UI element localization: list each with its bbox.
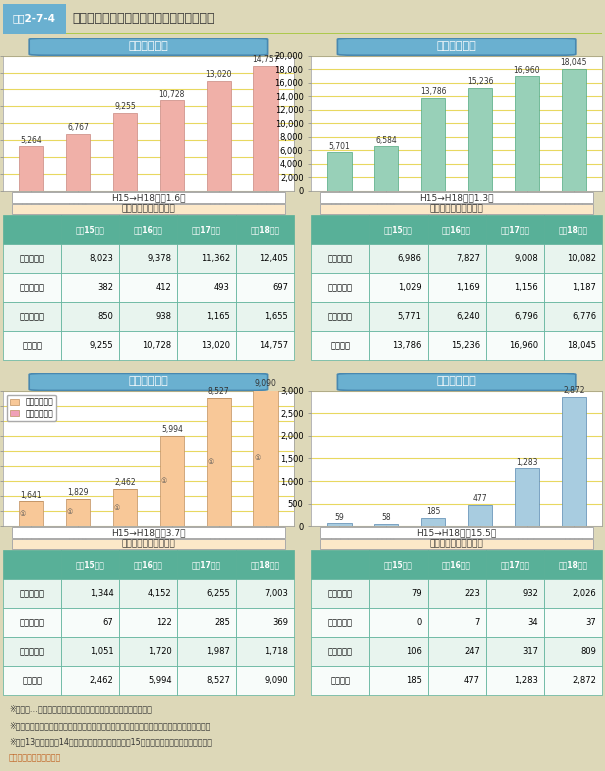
Text: 6,584: 6,584 bbox=[375, 136, 397, 145]
Text: 10,728: 10,728 bbox=[159, 89, 185, 99]
FancyBboxPatch shape bbox=[320, 539, 594, 550]
Text: 8,527: 8,527 bbox=[208, 387, 229, 396]
FancyBboxPatch shape bbox=[320, 527, 594, 538]
Text: H15→H18　約1.6倍: H15→H18 約1.6倍 bbox=[111, 193, 186, 202]
Text: （出典）文部科学省調べ: （出典）文部科学省調べ bbox=[9, 753, 61, 763]
Bar bbox=[421, 98, 445, 191]
Text: 特許出願件数: 特許出願件数 bbox=[128, 376, 168, 386]
Text: 58: 58 bbox=[381, 513, 391, 522]
Bar bbox=[515, 76, 539, 191]
FancyBboxPatch shape bbox=[3, 4, 66, 34]
Text: 185: 185 bbox=[426, 507, 440, 516]
Text: 59: 59 bbox=[335, 513, 344, 522]
Bar bbox=[374, 524, 399, 526]
Text: ①: ① bbox=[208, 459, 214, 465]
Text: 大学等の受託研究件数: 大学等の受託研究件数 bbox=[430, 204, 483, 214]
Text: ※平成13年度、平成14年度は国立大学等のみ、平成15年度以降は国公私立大学等を対象: ※平成13年度、平成14年度は国立大学等のみ、平成15年度以降は国公私立大学等を… bbox=[9, 737, 212, 746]
Text: ①: ① bbox=[254, 455, 261, 461]
Text: 共同研究件数: 共同研究件数 bbox=[128, 41, 168, 51]
Text: 18,045: 18,045 bbox=[561, 58, 587, 67]
Bar bbox=[515, 468, 539, 526]
Text: ①: ① bbox=[67, 510, 73, 515]
Text: 14,757: 14,757 bbox=[252, 56, 279, 65]
Bar bbox=[327, 524, 352, 526]
Bar bbox=[374, 146, 399, 191]
FancyBboxPatch shape bbox=[320, 204, 594, 214]
Text: 9,090: 9,090 bbox=[255, 379, 276, 388]
Bar bbox=[19, 501, 44, 526]
Text: 2,462: 2,462 bbox=[114, 479, 136, 487]
Bar bbox=[468, 505, 492, 526]
Legend: 国内出願件数, 外国出願件数: 国内出願件数, 外国出願件数 bbox=[7, 395, 56, 421]
Text: ※特許実施件数は特許権（受ける権利を含む）のみを対象とし、実施許諾及び譲渡件数を計上: ※特許実施件数は特許権（受ける権利を含む）のみを対象とし、実施許諾及び譲渡件数を… bbox=[9, 721, 211, 730]
Text: 1,829: 1,829 bbox=[67, 488, 89, 497]
Bar bbox=[327, 153, 352, 191]
Text: 5,264: 5,264 bbox=[21, 136, 42, 145]
Text: ①: ① bbox=[114, 505, 120, 510]
Bar bbox=[561, 69, 586, 191]
Bar bbox=[468, 88, 492, 191]
Bar bbox=[253, 389, 278, 526]
Bar bbox=[421, 518, 445, 526]
Text: 1,283: 1,283 bbox=[516, 458, 538, 466]
FancyBboxPatch shape bbox=[29, 373, 267, 390]
Text: ①: ① bbox=[160, 478, 167, 484]
Bar bbox=[160, 436, 184, 526]
FancyBboxPatch shape bbox=[338, 39, 576, 56]
Text: ※大学等…大学共同利用機関、短期大学、高等専門学校を含む。: ※大学等…大学共同利用機関、短期大学、高等専門学校を含む。 bbox=[9, 705, 152, 714]
Text: ①: ① bbox=[20, 511, 26, 517]
Text: 9,255: 9,255 bbox=[114, 102, 136, 111]
Bar bbox=[66, 133, 90, 191]
Text: 5,701: 5,701 bbox=[329, 142, 350, 151]
Text: 477: 477 bbox=[473, 494, 488, 503]
Text: H15→H18　約1.3倍: H15→H18 約1.3倍 bbox=[419, 193, 494, 202]
Text: 図表2-7-4: 図表2-7-4 bbox=[13, 13, 56, 23]
Bar bbox=[160, 100, 184, 191]
Text: 特許実施件数: 特許実施件数 bbox=[437, 376, 477, 386]
Text: 受託研究件数: 受託研究件数 bbox=[437, 41, 477, 51]
Bar bbox=[561, 396, 586, 526]
Bar bbox=[206, 398, 231, 526]
Text: 15,236: 15,236 bbox=[467, 77, 493, 86]
Text: 6,767: 6,767 bbox=[67, 123, 89, 132]
FancyBboxPatch shape bbox=[11, 527, 285, 538]
Text: 1,641: 1,641 bbox=[21, 491, 42, 500]
Bar bbox=[206, 81, 231, 191]
Text: 大学等における共同研究実施件数等の推移: 大学等における共同研究実施件数等の推移 bbox=[72, 12, 214, 25]
FancyBboxPatch shape bbox=[338, 373, 576, 390]
FancyBboxPatch shape bbox=[11, 192, 285, 203]
Text: 大学等の特許実施件数: 大学等の特許実施件数 bbox=[430, 540, 483, 548]
Text: H15→H18　約3.7倍: H15→H18 約3.7倍 bbox=[111, 528, 186, 537]
Text: 大学等の特許出願件数: 大学等の特許出願件数 bbox=[122, 540, 175, 548]
FancyBboxPatch shape bbox=[320, 192, 594, 203]
FancyBboxPatch shape bbox=[11, 204, 285, 214]
Bar bbox=[113, 489, 137, 526]
Text: 2,872: 2,872 bbox=[563, 386, 584, 395]
Text: 13,020: 13,020 bbox=[206, 70, 232, 79]
Text: 5,994: 5,994 bbox=[161, 426, 183, 434]
Text: 16,960: 16,960 bbox=[514, 66, 540, 75]
Bar bbox=[66, 499, 90, 526]
Text: H15→H18　約15.5倍: H15→H18 約15.5倍 bbox=[416, 528, 497, 537]
Bar bbox=[113, 113, 137, 191]
Text: 大学等の共同研究件数: 大学等の共同研究件数 bbox=[122, 204, 175, 214]
Bar bbox=[253, 66, 278, 191]
Bar bbox=[19, 146, 44, 191]
Text: 13,786: 13,786 bbox=[420, 87, 446, 96]
FancyBboxPatch shape bbox=[11, 539, 285, 550]
FancyBboxPatch shape bbox=[29, 39, 267, 56]
